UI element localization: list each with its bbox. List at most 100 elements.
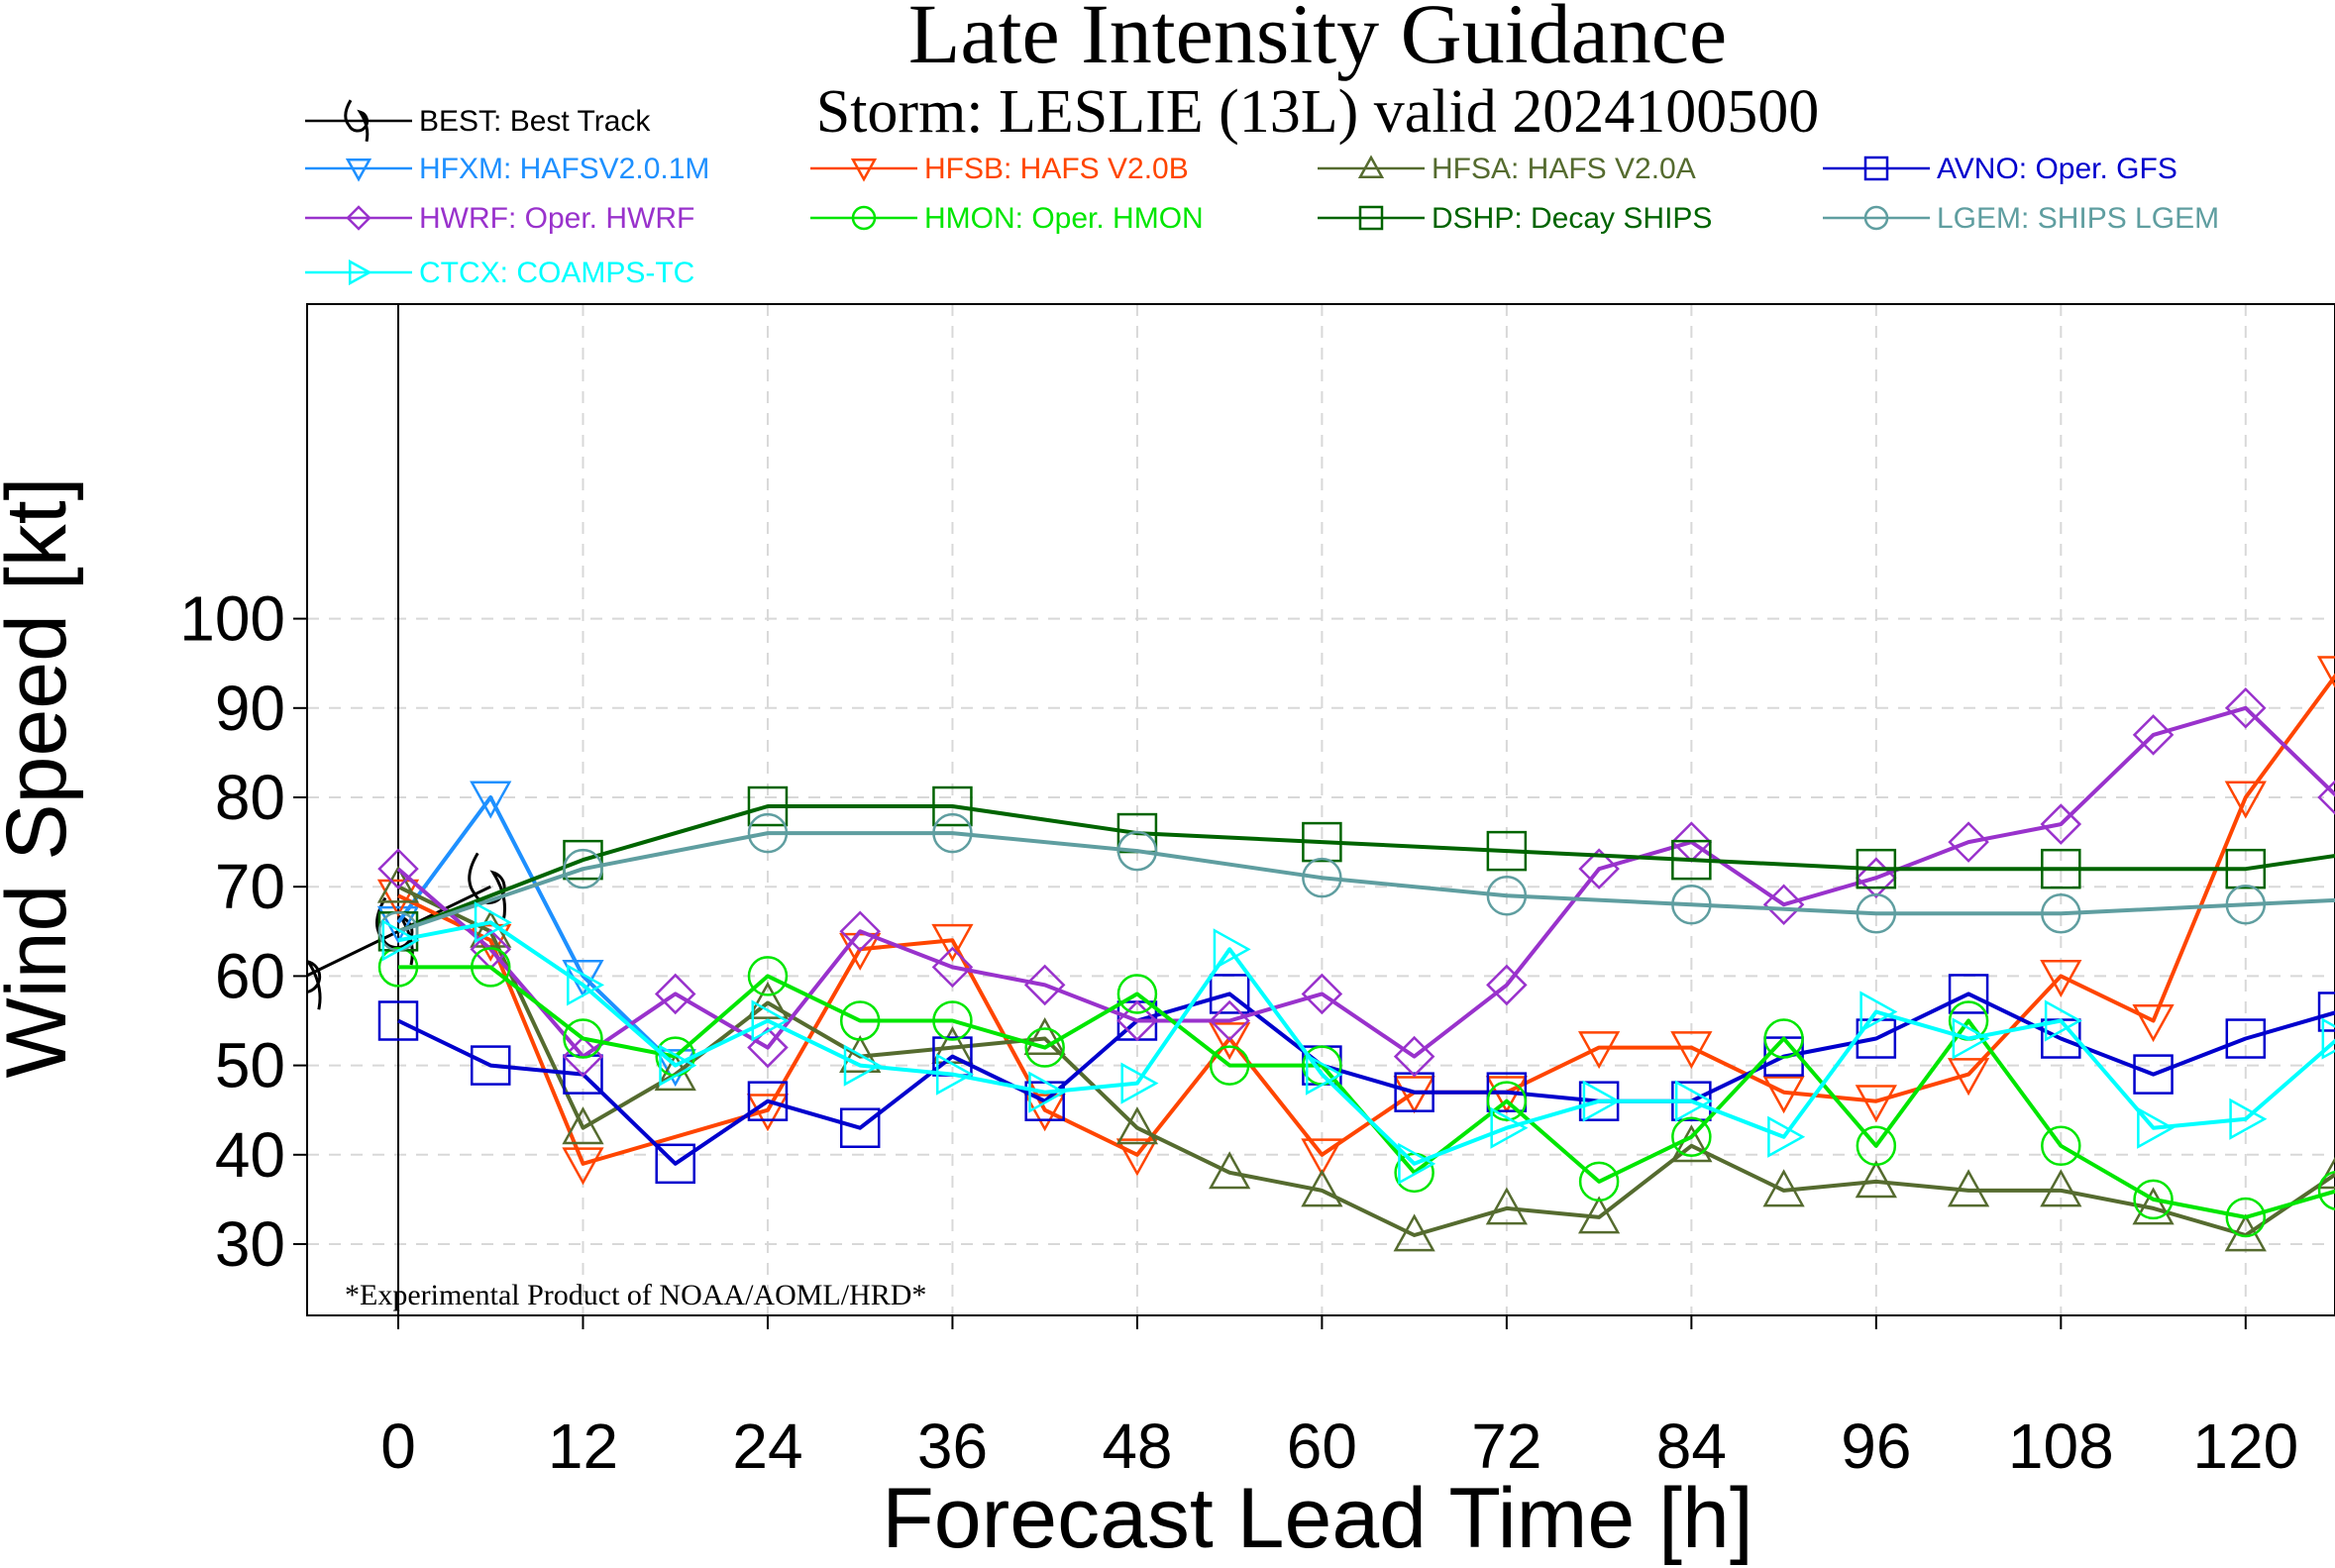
data-point: [747, 1026, 789, 1069]
data-point: [2044, 999, 2082, 1042]
data-point: [1671, 839, 1712, 881]
data-point: [2132, 1004, 2175, 1043]
data-point: [470, 947, 511, 988]
data-point: [746, 1094, 790, 1132]
data-point: [470, 781, 512, 819]
data-point: [1209, 999, 1250, 1042]
data-point: [563, 839, 603, 881]
data-point: [1856, 1125, 1897, 1167]
data-point: [567, 964, 605, 1006]
legend-label: AVNO: Oper. GFS: [1937, 153, 2177, 185]
data-point: [2137, 1106, 2176, 1149]
data-point: [1209, 1045, 1250, 1086]
data-point: [747, 956, 789, 996]
data-point: [1115, 1138, 1159, 1177]
data-point: [2133, 1179, 2174, 1220]
legend-label: HFSA: HAFS V2.0A: [1432, 153, 1696, 185]
data-point: [1486, 964, 1528, 1006]
legend-label: HFSB: HAFS V2.0B: [924, 153, 1189, 185]
legend-marker: [1357, 155, 1385, 179]
legend-label: LGEM: SHIPS LGEM: [1937, 202, 2219, 235]
data-point: [1762, 884, 1805, 926]
data-point: [2040, 1169, 2082, 1207]
legend-entry-avno: AVNO: Oper. GFS: [1823, 153, 2177, 185]
data-point: [747, 812, 789, 854]
data-point: [1486, 1072, 1528, 1112]
x-tick-label: 60: [1287, 1411, 1357, 1482]
x-tick-label: 48: [1102, 1411, 1172, 1482]
data-point: [2317, 992, 2335, 1032]
legend-label: CTCX: COAMPS-TC: [419, 257, 694, 289]
data-point: [1670, 1031, 1713, 1070]
series-line: [397, 920, 2335, 1166]
y-tick-label: 40: [215, 1119, 285, 1191]
data-point: [2224, 781, 2267, 819]
data-point: [839, 1107, 881, 1148]
data-point: [839, 910, 881, 953]
data-point: [1301, 1169, 1343, 1207]
data-point: [1209, 1022, 1251, 1061]
data-point: [562, 1035, 604, 1078]
data-point: [932, 1000, 973, 1041]
data-point: [2225, 687, 2267, 729]
data-point: [654, 973, 696, 1015]
x-axis: 0 12 24 36 48 60 72 84 96 108 120: [380, 1315, 2298, 1482]
data-point: [1671, 884, 1712, 925]
data-point: [1577, 1196, 1621, 1234]
data-point: [932, 812, 973, 854]
data-point: [376, 879, 420, 917]
data-point: [747, 785, 789, 827]
data-point: [1855, 1085, 1897, 1123]
legend-marker: [344, 99, 370, 143]
data-point: [659, 1044, 697, 1087]
legend-label: HFXM: HAFSV2.0.1M: [419, 153, 709, 185]
data-point: [2041, 893, 2081, 934]
data-point: [2316, 1156, 2335, 1190]
data-point: [751, 999, 790, 1042]
data-point: [1120, 1062, 1159, 1104]
chart-title: Late Intensity Guidance: [908, 0, 1727, 81]
series-ctcx: [381, 901, 2335, 1185]
y-tick-label: 60: [215, 940, 285, 1011]
series-line: [396, 705, 2335, 1059]
data-point: [2225, 1197, 2267, 1238]
data-point: [2040, 803, 2082, 845]
data-point: [474, 901, 512, 944]
data-point: [1023, 1094, 1066, 1132]
data-point: [1398, 1142, 1436, 1185]
data-point: [1393, 1213, 1435, 1252]
data-point: [1024, 1027, 1065, 1068]
data-point: [1209, 974, 1250, 1014]
data-point: [1116, 974, 1158, 1014]
data-point: [2132, 714, 2175, 756]
x-tick-label: 24: [732, 1411, 802, 1482]
data-point: [377, 848, 419, 889]
data-point: [1763, 1018, 1804, 1059]
data-point: [839, 1000, 881, 1041]
data-point: [381, 919, 420, 962]
x-tick-label: 72: [1471, 1411, 1541, 1482]
experimental-annotation: *Experimental Product of NOAA/AOML/HRD*: [345, 1279, 926, 1311]
y-tick-label: 30: [215, 1208, 285, 1280]
data-point: [1302, 857, 1342, 898]
data-point: [1490, 1106, 1529, 1149]
series-line: [398, 965, 2335, 1219]
x-tick-label: 84: [1656, 1411, 1727, 1482]
legend-marker: [1863, 156, 1889, 181]
data-point: [1209, 1151, 1251, 1190]
data-point: [1856, 848, 1897, 889]
data-point: [377, 1000, 419, 1041]
data-point: [1947, 1058, 1990, 1097]
y-tick-label: 80: [215, 762, 285, 833]
data-point: [1486, 1081, 1528, 1121]
series-dshp: [377, 785, 2335, 952]
legend-label: BEST: Best Track: [419, 105, 651, 138]
data-point: [1762, 1169, 1805, 1207]
data-point: [1301, 1138, 1343, 1177]
data-point: [1767, 1115, 1806, 1158]
data-point: [931, 923, 974, 962]
x-tick-label: 96: [1841, 1411, 1911, 1482]
data-point: [2225, 848, 2267, 889]
